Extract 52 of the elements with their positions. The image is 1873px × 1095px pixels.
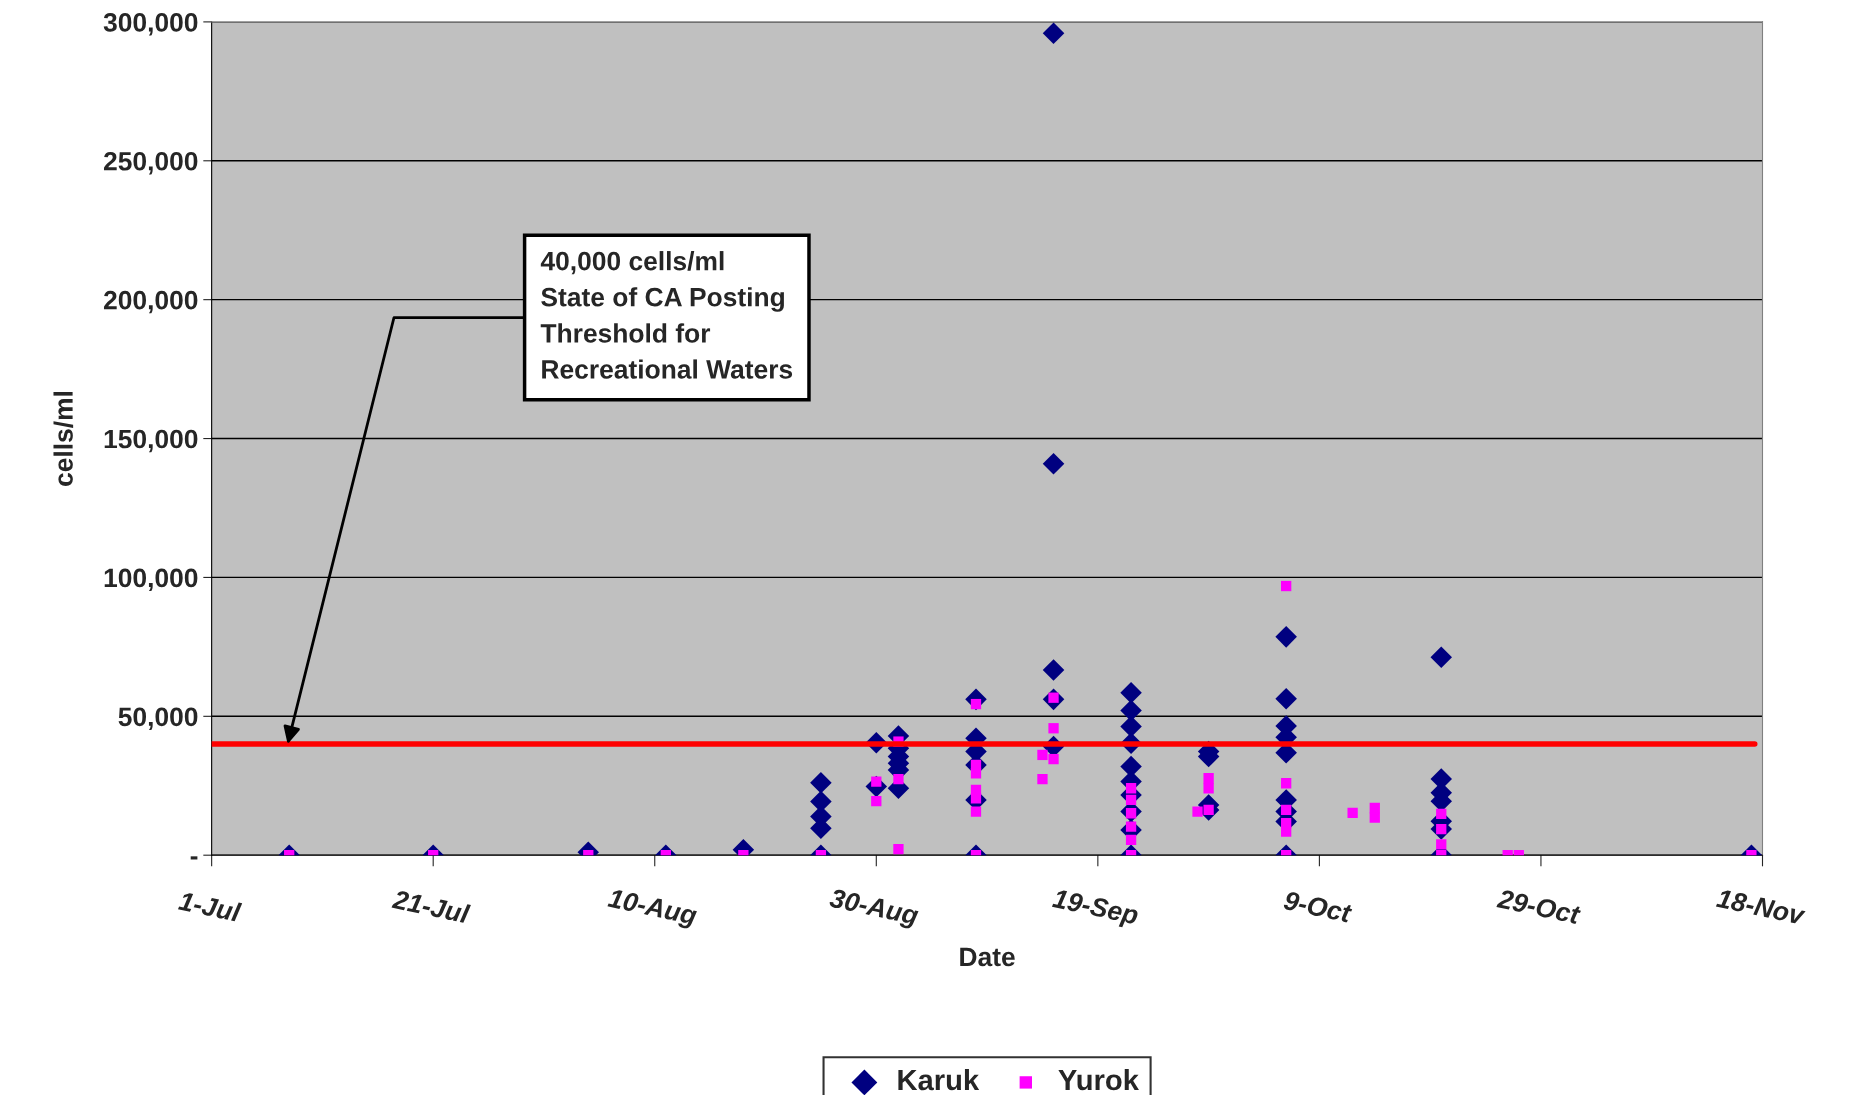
y-tick-label: 150,000 [104,429,198,453]
y-tick-label: 200,000 [103,290,198,314]
point [970,806,982,817]
point [1275,688,1297,710]
point [1042,453,1065,475]
point [893,773,904,785]
point [1048,753,1059,765]
x-tick-label: 18-Nov [1715,888,1807,926]
point [1125,783,1137,794]
x-axis-title: Date [960,947,1015,967]
x-tick-label: 29-Oct [1496,888,1582,925]
x-tick-label: 1-Jul [177,890,243,923]
point [1436,808,1447,819]
point [810,771,832,794]
x-tick-label: 21-Jul [391,888,471,924]
point [1042,22,1065,45]
point [1347,807,1358,819]
point [1125,794,1137,806]
x-tick-label: 30-Aug [827,888,920,931]
legend-label: Karuk [898,1068,980,1091]
point [1042,659,1065,681]
point [1369,802,1380,814]
point [1281,804,1292,816]
point [1125,834,1137,846]
point [871,795,882,807]
y-axis-title: cells/ml [53,392,74,486]
legend-label: Yurok [1058,1068,1139,1091]
point [1436,839,1447,850]
point [1275,626,1297,648]
point [1037,773,1048,785]
x-tick-label: 10-Aug [606,888,698,931]
ref-line-label: 40,000 cells/ml State of CA Posting Threshold for Recreational Waters [540,251,793,379]
y-tick-label: 100,000 [104,568,198,592]
x-tick-label: 19-Sep [1050,888,1140,930]
y-tick-label: - [190,856,198,860]
point [1203,783,1214,794]
point [1048,723,1059,734]
point [1120,699,1142,722]
point [1192,806,1203,817]
point [1203,773,1214,784]
point [1281,580,1292,592]
x-tick-label: 9-Oct [1282,890,1354,924]
y-tick-label: 300,000 [103,13,198,36]
point [1281,778,1292,789]
point [893,843,904,855]
y-tick-label: 50,000 [118,707,198,730]
point [1120,681,1142,704]
point [1369,812,1380,823]
point [1430,646,1453,668]
y-tick-label: 250,000 [103,151,198,175]
point [970,784,982,796]
point [1037,749,1048,761]
